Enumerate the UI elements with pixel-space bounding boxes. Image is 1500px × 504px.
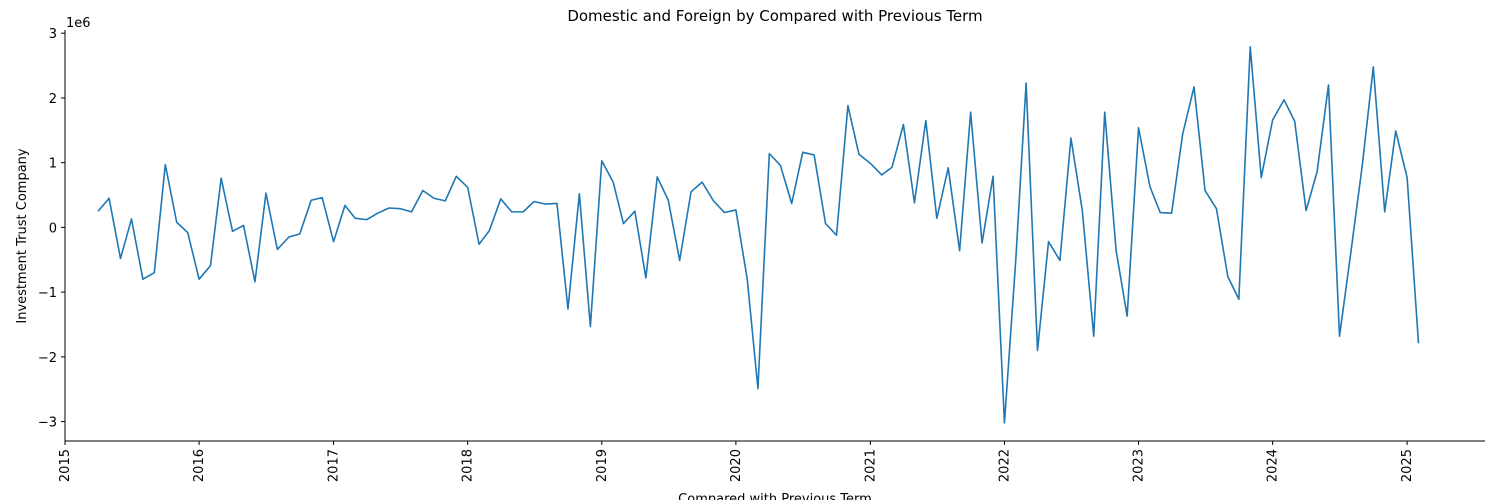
y-axis-multiplier: 1e6 xyxy=(66,16,91,31)
x-axis-ticks: 2015 2016 2017 2018 2019 2020 2021 2022 2023 2024… xyxy=(58,441,1415,482)
x-tick-label: 2021 xyxy=(863,449,878,482)
x-axis-label: Compared with Previous Term xyxy=(678,492,872,500)
y-axis-label: Investment Trust Company xyxy=(15,148,30,324)
y-tick-label: 0 xyxy=(49,221,57,236)
y-axis-ticks: −3 −2 −1 0 1 2 3 xyxy=(38,27,65,431)
y-tick-label: −2 xyxy=(38,351,57,366)
x-tick-label: 2023 xyxy=(1132,449,1147,482)
y-tick-label: −1 xyxy=(38,286,57,301)
y-tick-label: 1 xyxy=(49,157,57,172)
y-tick-label: 3 xyxy=(49,27,57,42)
x-tick-label: 2024 xyxy=(1266,449,1281,482)
x-tick-label: 2016 xyxy=(192,449,207,482)
x-tick-label: 2025 xyxy=(1400,449,1415,482)
series-line xyxy=(97,46,1420,424)
x-tick-label: 2020 xyxy=(729,449,744,482)
y-tick-label: −3 xyxy=(38,416,57,431)
x-tick-label: 2019 xyxy=(595,449,610,482)
series-layer xyxy=(97,46,1420,424)
x-tick-label: 2018 xyxy=(461,449,476,482)
x-tick-label: 2015 xyxy=(58,449,73,482)
x-tick-label: 2022 xyxy=(997,449,1012,482)
y-tick-label: 2 xyxy=(49,92,57,107)
x-tick-label: 2017 xyxy=(327,449,342,482)
chart-title: Domestic and Foreign by Compared with Pr… xyxy=(567,7,982,25)
